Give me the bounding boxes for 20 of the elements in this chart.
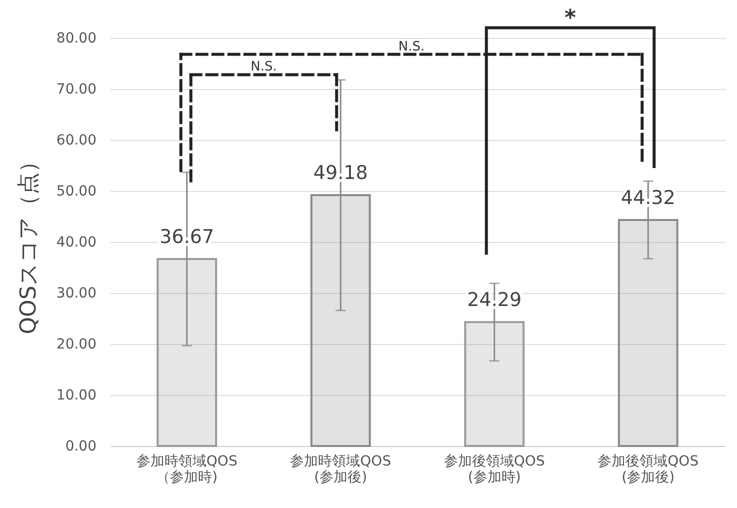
- y-axis-title: QOSスコア（点）: [16, 150, 42, 334]
- annotation: N.S.: [398, 39, 425, 54]
- bar: [156, 258, 218, 447]
- x-tick-label: 参加時領域QOS (参加後): [290, 454, 392, 486]
- bar: [310, 194, 371, 447]
- text: *: [564, 6, 576, 31]
- y-tick-label: 60.00: [56, 132, 96, 148]
- y-tick-label: 50.00: [56, 184, 96, 200]
- y-tick-label: 40.00: [56, 234, 96, 250]
- annotation: N.S.: [250, 60, 277, 75]
- y-tick-label: 80.00: [56, 30, 96, 46]
- x-tick-label: 参加後領域QOS (参加時): [444, 454, 545, 486]
- y-tick-label: 70.00: [56, 82, 96, 98]
- bar: [464, 321, 525, 447]
- y-tick-label: 20.00: [56, 336, 96, 352]
- y-tick-label: 0.00: [65, 438, 96, 454]
- y-tick-label: 10.00: [56, 388, 96, 404]
- x-tick-label: 参加後領域QOS (参加後): [598, 454, 699, 486]
- y-tick-label: 30.00: [56, 286, 96, 302]
- x-tick-label: 参加時領域QOS （参加時): [136, 454, 238, 486]
